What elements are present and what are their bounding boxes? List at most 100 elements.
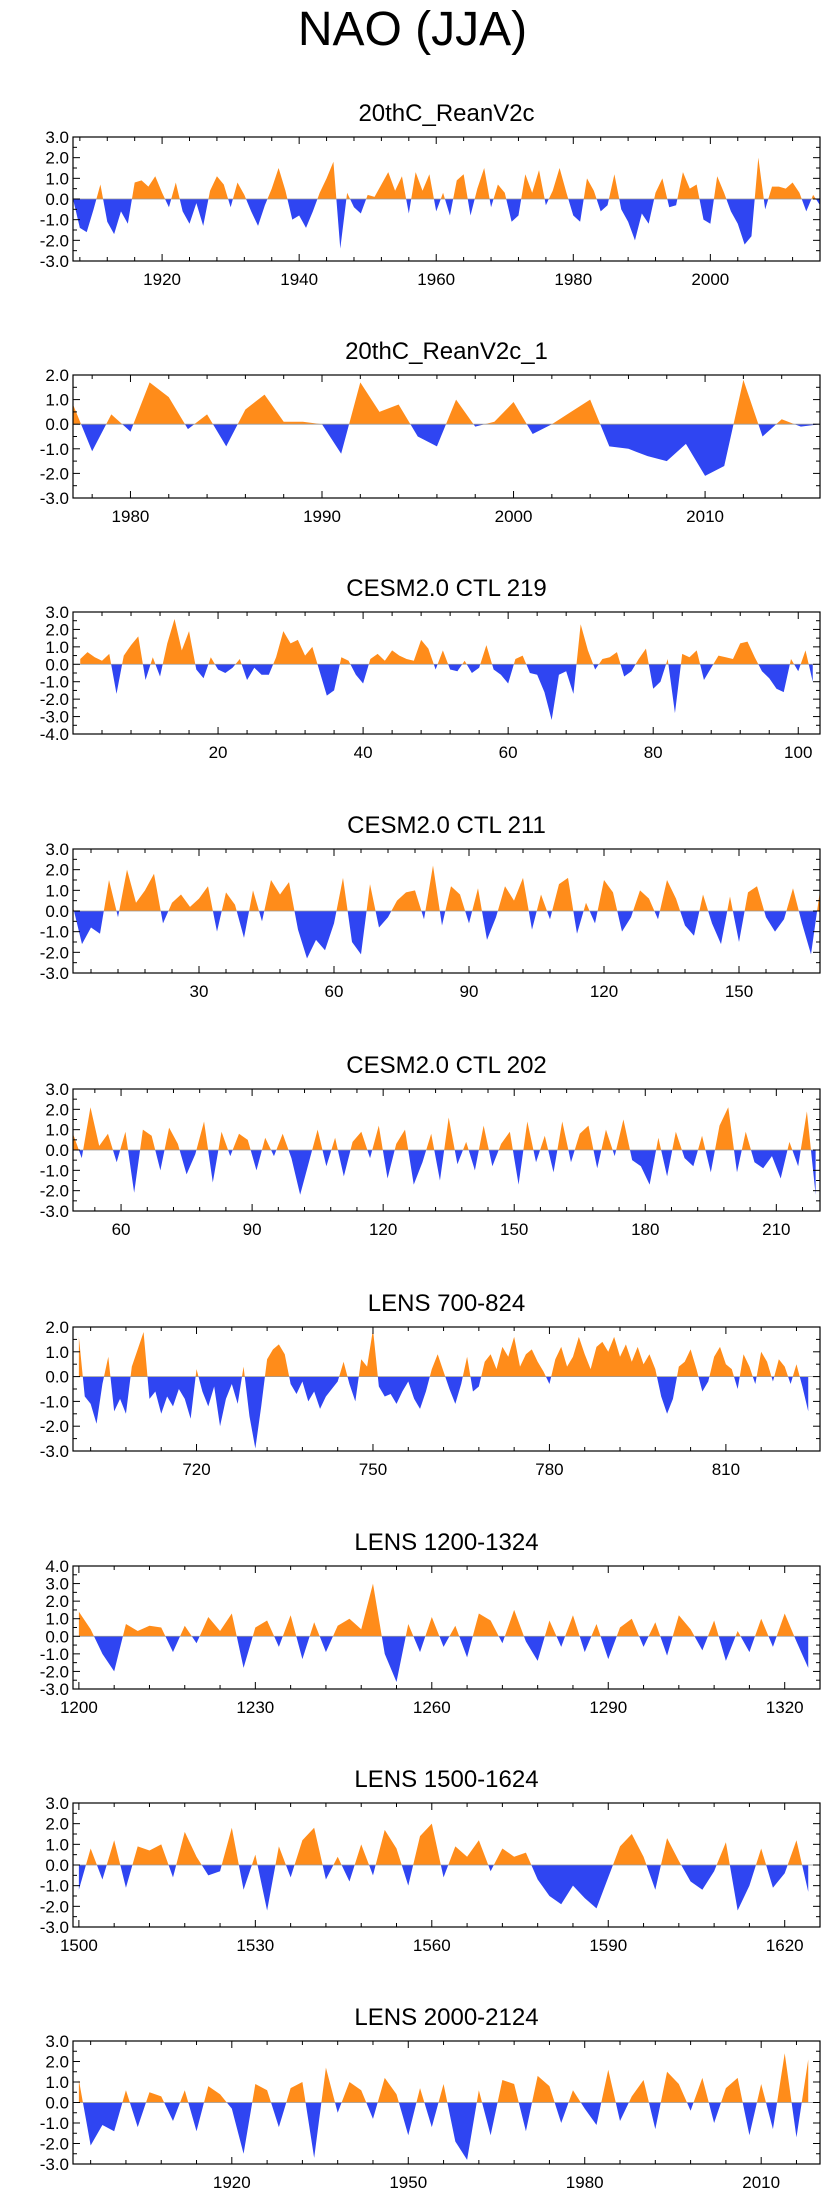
x-tick-label: 120 [369, 1220, 397, 1239]
negative-area [78, 1636, 809, 1682]
page-title: NAO (JJA) [297, 3, 528, 56]
y-tick-label: 2.0 [45, 1100, 69, 1119]
y-tick-label: 3.0 [45, 1575, 69, 1594]
panel-title: CESM2.0 CTL 202 [346, 1052, 547, 1079]
positive-area [73, 157, 820, 199]
y-tick-label: -2.0 [40, 2135, 69, 2154]
x-tick-label: 1230 [236, 1698, 274, 1717]
y-tick-label: -1.0 [40, 673, 69, 692]
panel-title: 20thC_ReanV2c [358, 100, 534, 127]
y-tick-label: -3.0 [40, 964, 69, 983]
y-tick-label: -1.0 [40, 440, 69, 459]
y-tick-label: 0.0 [45, 1141, 69, 1160]
x-tick-label: 720 [182, 1460, 210, 1479]
y-tick-label: 0.0 [45, 902, 69, 921]
y-tick-label: 1.0 [45, 1121, 69, 1140]
y-tick-label: 0.0 [45, 655, 69, 674]
y-tick-label: 1.0 [45, 1835, 69, 1854]
y-tick-label: 2.0 [45, 149, 69, 168]
y-tick-label: 0.0 [45, 415, 69, 434]
y-tick-label: 0.0 [45, 190, 69, 209]
y-tick-label: 3.0 [45, 603, 69, 622]
y-tick-label: -4.0 [40, 725, 69, 744]
y-tick-label: -1.0 [40, 211, 69, 230]
y-tick-label: 2.0 [45, 2053, 69, 2072]
y-tick-label: -2.0 [40, 943, 69, 962]
x-tick-label: 180 [631, 1220, 659, 1239]
y-tick-label: 1.0 [45, 1610, 69, 1629]
x-tick-label: 40 [354, 743, 373, 762]
x-tick-label: 2010 [686, 507, 724, 526]
positive-area [78, 1823, 809, 1865]
y-tick-label: 3.0 [45, 1080, 69, 1099]
x-tick-label: 1620 [766, 1936, 804, 1955]
y-tick-label: 0.0 [45, 1856, 69, 1875]
y-tick-label: -2.0 [40, 1662, 69, 1681]
panel-title: LENS 1500-1624 [354, 1766, 538, 1793]
y-tick-label: -3.0 [40, 2155, 69, 2174]
y-tick-label: -3.0 [40, 252, 69, 271]
x-tick-label: 60 [325, 982, 344, 1001]
panel-9: LENS 2000-2124 3.0 2.01.0 0.0-1.0 -2.0-3.0 19… [40, 2004, 821, 2192]
x-tick-label: 1920 [143, 270, 181, 289]
x-tick-label: 150 [725, 982, 753, 1001]
x-tick-label: 1560 [413, 1936, 451, 1955]
x-tick-label: 1260 [413, 1698, 451, 1717]
y-tick-label: -1.0 [40, 1161, 69, 1180]
positive-area [73, 865, 820, 911]
x-tick-label: 2000 [495, 507, 533, 526]
y-tick-label: 1.0 [45, 391, 69, 410]
panel-4: CESM2.0 CTL 211 3.0 2.01.0 0.0 -1.0-2.0 -3.0 3… [40, 812, 821, 1001]
positive-area [78, 1583, 795, 1637]
x-tick-label: 80 [644, 743, 663, 762]
x-tick-label: 1590 [589, 1936, 627, 1955]
x-tick-label: 1530 [236, 1936, 274, 1955]
panel-3: CESM2.0 CTL 219 3.02.01.00.0-1.0-2.0-3.0-… [40, 575, 821, 762]
positive-area [73, 379, 820, 425]
y-tick-label: 2.0 [45, 861, 69, 880]
negative-area [78, 1376, 809, 1449]
x-tick-label: 1980 [112, 507, 150, 526]
y-tick-label: 0.0 [45, 1368, 69, 1387]
x-tick-label: 60 [112, 1220, 131, 1239]
x-tick-label: 120 [590, 982, 618, 1001]
x-tick-label: 1960 [417, 270, 455, 289]
x-tick-label: 1940 [280, 270, 318, 289]
panel-6: LENS 700-824 2.0 1.0 0.0 -1.0 -2.0 -3.0 720 750 7… [40, 1290, 821, 1479]
x-tick-label: 1320 [766, 1698, 804, 1717]
y-tick-label: -3.0 [40, 1442, 69, 1461]
y-tick-label: -2.0 [40, 1897, 69, 1916]
y-tick-label: -1.0 [40, 1645, 69, 1664]
x-tick-label: 1290 [589, 1698, 627, 1717]
negative-area [78, 1865, 809, 1911]
y-tick-label: -3.0 [40, 489, 69, 508]
y-tick-label: 3.0 [45, 128, 69, 147]
negative-area [73, 199, 820, 249]
y-tick-label: -2.0 [40, 690, 69, 709]
y-tick-label: 2.0 [45, 366, 69, 385]
y-tick-label: 0.0 [45, 2094, 69, 2113]
y-tick-label: -1.0 [40, 2114, 69, 2133]
y-tick-label: -3.0 [40, 1202, 69, 1221]
y-tick-label: 2.0 [45, 620, 69, 639]
x-tick-label: 750 [359, 1460, 387, 1479]
panel-title: LENS 1200-1324 [354, 1529, 538, 1556]
y-tick-label: 2.0 [45, 1815, 69, 1834]
negative-area [78, 2102, 809, 2160]
panel-title: 20thC_ReanV2c_1 [345, 338, 548, 365]
y-tick-label: -3.0 [40, 708, 69, 727]
y-tick-label: 4.0 [45, 1557, 69, 1576]
panel-2: 20thC_ReanV2c_1 2.0 1.0 0.0 -1.0 -2.0 -3.0 1980… [40, 338, 821, 526]
x-tick-label: 1950 [389, 2173, 427, 2192]
y-tick-label: 1.0 [45, 638, 69, 657]
panel-5: CESM2.0 CTL 202 3.02.0 1.00.0-1.0 -2.0-3.0 6… [40, 1052, 821, 1239]
x-tick-label: 1200 [60, 1698, 98, 1717]
x-tick-label: 90 [460, 982, 479, 1001]
x-tick-label: 780 [535, 1460, 563, 1479]
negative-area [80, 664, 813, 721]
y-tick-label: 3.0 [45, 1794, 69, 1813]
y-tick-label: 1.0 [45, 1343, 69, 1362]
x-tick-label: 20 [209, 743, 228, 762]
x-tick-label: 1980 [566, 2173, 604, 2192]
